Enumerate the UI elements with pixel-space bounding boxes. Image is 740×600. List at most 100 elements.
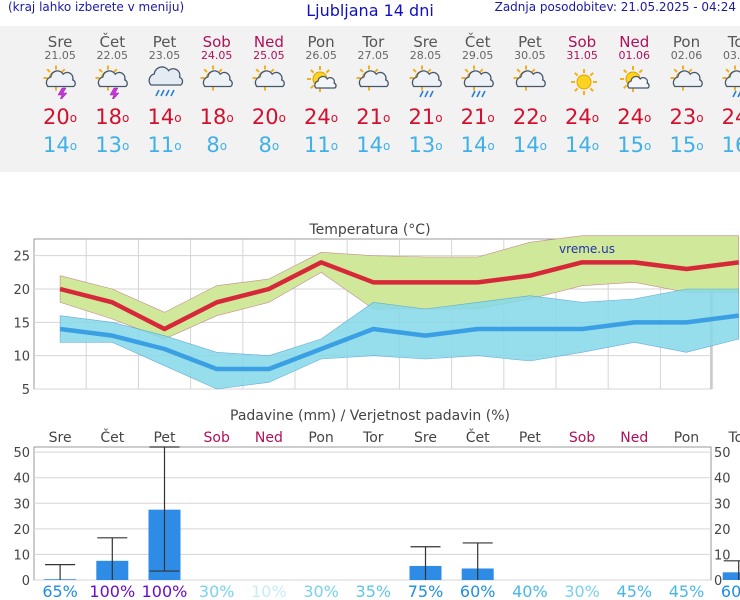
plot-area	[33, 238, 712, 390]
day-forecast: Tor03.06 24o 16o	[713, 26, 740, 159]
x-tick-label: Tor	[727, 430, 740, 446]
day-date: 30.05	[514, 49, 546, 62]
max-temperature: 21o	[356, 105, 391, 129]
sun-cloud-thunder-icon	[86, 65, 138, 99]
x-tick-label: Čet	[100, 428, 124, 446]
min-temperature: 13o	[408, 133, 443, 157]
x-tick-label: Pon	[674, 430, 699, 446]
precip-bar	[722, 572, 740, 580]
min-temperature: 14o	[460, 133, 495, 157]
max-temp-band	[59, 235, 740, 340]
partly-cloudy-icon	[243, 65, 295, 99]
max-temperature: 20o	[251, 105, 286, 129]
day-forecast: Pon 02.06 23o 15o	[661, 26, 713, 159]
precip-probability: 30%	[564, 582, 600, 600]
day-date: 24.05	[200, 49, 233, 62]
x-tick-label: Pon	[308, 430, 333, 446]
day-forecast: Sob 31.05 24o 14o	[556, 26, 608, 159]
sun-cloud-small-icon	[608, 65, 660, 99]
page-title: Ljubljana 14 dni	[306, 1, 434, 20]
day-name: Ned	[253, 33, 284, 51]
x-tick-label: Ned	[255, 430, 283, 446]
precip-probability: 40%	[512, 582, 548, 600]
min-temperature: 13o	[95, 133, 130, 157]
sun-cloud-rain-icon	[452, 65, 504, 99]
precip-probability: 100%	[89, 582, 135, 600]
max-temperature: 14o	[147, 105, 182, 129]
precip-probability: 60%	[460, 582, 496, 600]
max-temperature: 18o	[95, 105, 130, 129]
max-temperature: 21o	[460, 105, 495, 129]
location-hint[interactable]: (kraj lahko izberete v meniju)	[8, 0, 185, 14]
max-temperature: 20o	[43, 105, 78, 129]
day-forecast: Pet 23.05 14o 11o	[139, 26, 191, 159]
min-temperature: 14o	[43, 133, 78, 157]
sun-cloud-rain-icon	[400, 65, 452, 99]
y-tick-label-right: 10	[714, 548, 731, 563]
min-temperature: 11o	[304, 133, 339, 157]
y-tick-label: 20	[13, 523, 30, 538]
x-tick-label: Čet	[466, 428, 490, 446]
day-name: Pon	[307, 33, 335, 51]
y-tick-label: 10	[13, 350, 30, 365]
min-temperature: 8o	[206, 133, 228, 157]
y-tick-label: 0	[22, 574, 30, 589]
day-date: 26.05	[305, 49, 337, 62]
day-name: Tor	[727, 33, 740, 51]
precip-probability: 45%	[617, 582, 653, 600]
min-temperature: 14o	[356, 133, 391, 157]
y-tick-label-right: 0	[714, 574, 722, 589]
precip-bar	[409, 565, 442, 580]
partly-cloudy-icon	[347, 65, 399, 99]
max-temperature: 22o	[512, 105, 547, 129]
x-tick-label: Sre	[49, 430, 72, 446]
y-tick-label: 25	[13, 250, 30, 265]
min-temperature: 15o	[617, 133, 652, 157]
x-tick-label: Sre	[414, 430, 437, 446]
day-forecast: Čet 22.05 18o 13o	[86, 26, 138, 159]
precip-probability: 35%	[356, 582, 392, 600]
day-forecast: Sre 28.05 21o 13o	[400, 26, 452, 159]
y-tick-label: 30	[13, 497, 30, 512]
x-tick-label: Sob	[204, 430, 230, 446]
day-date: 29.05	[461, 49, 494, 62]
sun-cloud-rain-icon	[713, 65, 740, 99]
forecast-strip: Sre 21.05 20o 14o Čet 22.05 18o 13o Pet 23.05 14o 1…	[0, 26, 740, 172]
day-forecast: Pet 30.05 22o 14o	[504, 26, 556, 159]
day-name: Tor	[362, 33, 385, 51]
y-tick-label: 15	[13, 316, 30, 331]
x-tick-label: Tor	[362, 430, 384, 446]
day-forecast: Ned 01.06 24o 15o	[608, 26, 660, 159]
precip-probability: 30%	[303, 582, 339, 600]
max-temperature: 24o	[565, 105, 600, 129]
y-tick-label: 10	[13, 548, 30, 563]
day-name: Ned	[619, 33, 650, 51]
day-date: 27.05	[357, 49, 390, 62]
min-temperature: 15o	[669, 133, 704, 157]
day-name: Sob	[567, 33, 597, 51]
max-temp-line	[59, 260, 739, 332]
precip-probability: 75%	[408, 582, 444, 600]
day-name: Čet	[99, 33, 126, 51]
watermark: vreme.us	[559, 242, 615, 256]
day-date: 03.06	[722, 49, 740, 62]
precip-bar	[96, 560, 129, 580]
sun-cloud-thunder-icon	[34, 65, 86, 99]
chart-title: Temperatura (°C)	[308, 222, 430, 238]
precip-probability: 100%	[142, 582, 188, 600]
x-tick-label: Ned	[620, 430, 648, 446]
min-temperature: 16o	[721, 133, 740, 157]
min-temperature: 14o	[512, 133, 547, 157]
day-date: 23.05	[148, 49, 181, 62]
partly-cloudy-icon	[191, 65, 243, 99]
day-name: Čet	[464, 33, 491, 51]
day-date: 21.05	[44, 49, 76, 62]
day-forecast: Sre 21.05 20o 14o	[34, 26, 86, 159]
x-tick-label: Sob	[569, 430, 595, 446]
y-tick-label-right: 50	[714, 446, 731, 461]
day-date: 22.05	[96, 49, 129, 62]
precip-bar	[148, 509, 181, 580]
x-tick-label: Pet	[519, 430, 542, 446]
sun-icon	[556, 65, 608, 99]
precip-bar	[44, 579, 77, 580]
